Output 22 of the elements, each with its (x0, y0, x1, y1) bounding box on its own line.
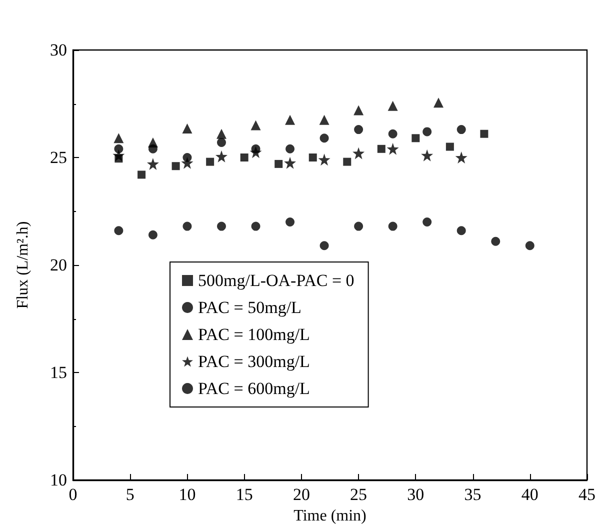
legend-label: PAC = 100mg/L (198, 325, 310, 344)
x-tick-label: 15 (236, 485, 253, 504)
x-tick-label: 45 (578, 485, 596, 504)
y-tick-label: 15 (50, 363, 67, 382)
y-tick-label: 10 (50, 470, 67, 490)
legend-label: PAC = 50mg/L (198, 298, 302, 317)
legend-label: 500mg/L-OA-PAC = 0 (198, 271, 354, 290)
x-tick-label: 40 (521, 485, 538, 504)
x-tick-label: 5 (126, 485, 134, 504)
y-axis-title: Flux (L/m².h) (14, 221, 32, 309)
y-tick-label: 20 (50, 256, 67, 274)
x-tick-label: 25 (350, 485, 368, 504)
legend-label: PAC = 300mg/L (198, 352, 310, 371)
x-tick-label: 10 (178, 485, 196, 504)
x-tick-label: 30 (407, 485, 424, 504)
y-tick-label: 30 (50, 40, 67, 60)
y-tick-label: 25 (50, 148, 67, 167)
x-tick-label: 20 (292, 485, 310, 504)
x-axis-title: Time (min) (294, 508, 366, 524)
legend-label: PAC = 600mg/L (198, 379, 310, 398)
x-tick-label: 0 (68, 485, 78, 504)
x-tick-label: 35 (464, 485, 482, 504)
